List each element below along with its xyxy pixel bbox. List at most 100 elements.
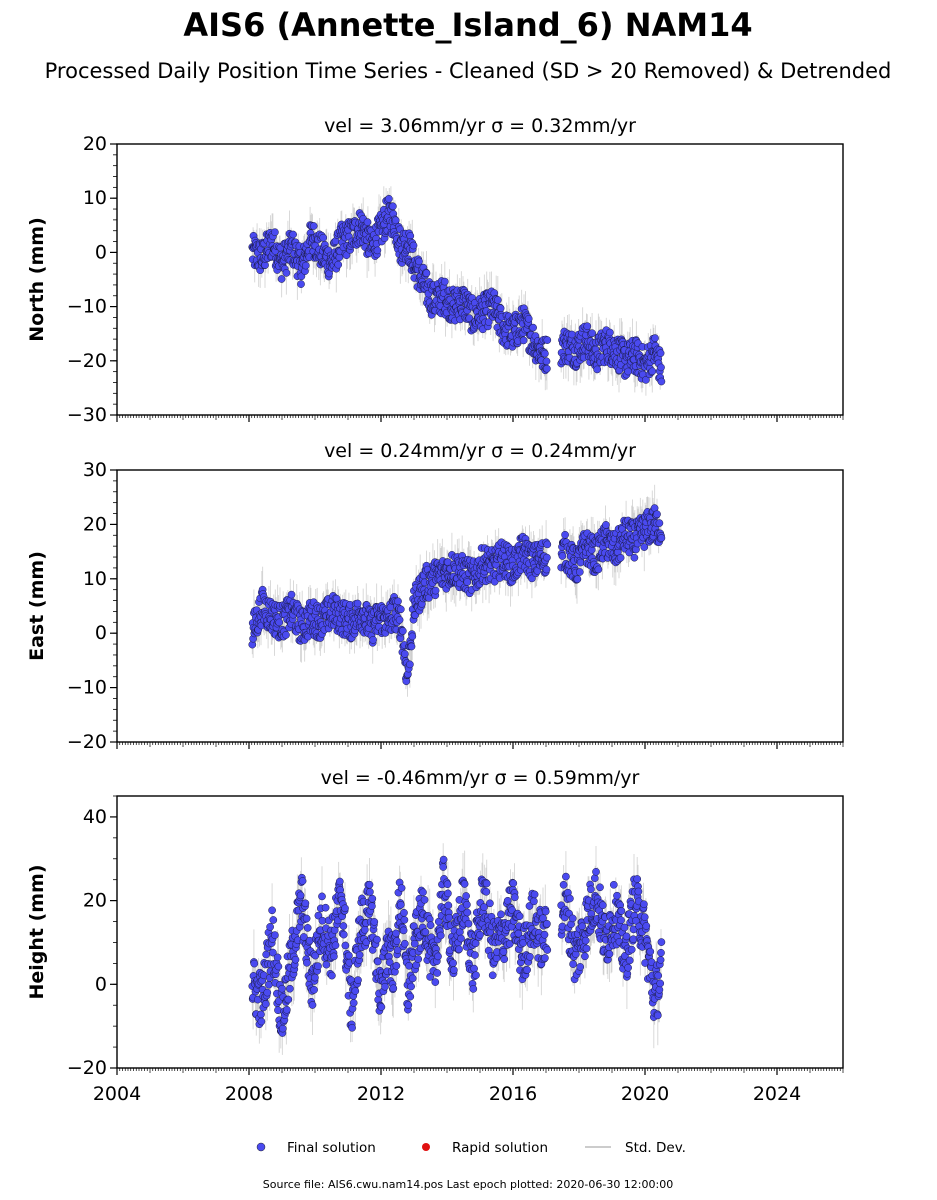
data-point: [399, 926, 408, 935]
data-point: [657, 363, 665, 372]
y-tick-label: 10: [83, 187, 107, 209]
data-point: [278, 984, 286, 993]
data-point: [410, 939, 419, 948]
y-tick-label: −10: [67, 677, 107, 699]
data-point: [541, 954, 549, 962]
data-point: [543, 946, 552, 954]
data-point: [503, 896, 512, 905]
y-axis-label: East (mm): [26, 551, 48, 661]
data-point: [250, 959, 259, 968]
data-point: [363, 218, 372, 226]
y-tick-label: −10: [67, 296, 107, 318]
data-point: [457, 934, 465, 943]
data-point: [576, 963, 585, 971]
y-tick-label: −30: [67, 404, 107, 426]
data-point: [271, 931, 279, 939]
data-point: [581, 936, 590, 945]
y-tick-label: −20: [67, 350, 107, 372]
data-point: [335, 877, 344, 886]
data-point: [583, 322, 592, 331]
data-point: [303, 924, 312, 932]
data-point: [497, 910, 505, 919]
data-point: [462, 892, 470, 900]
data-point: [562, 872, 570, 881]
data-point: [334, 260, 343, 269]
data-point: [396, 605, 405, 614]
data-point: [482, 879, 491, 888]
panel-title: vel = -0.46mm/yr σ = 0.59mm/yr: [321, 767, 640, 789]
data-point: [433, 969, 442, 977]
data-point: [519, 336, 528, 345]
data-point: [525, 902, 534, 910]
data-point: [368, 894, 377, 903]
data-point: [543, 364, 551, 373]
data-point: [656, 349, 665, 358]
data-point: [463, 900, 471, 909]
data-point: [640, 543, 649, 551]
data-point: [426, 973, 434, 981]
data-point: [529, 323, 537, 332]
data-point: [576, 558, 585, 567]
data-point: [561, 530, 569, 539]
data-point: [400, 908, 408, 917]
data-point: [345, 951, 353, 960]
data-point: [282, 631, 290, 639]
data-point: [539, 914, 547, 923]
data-point: [469, 985, 478, 993]
data-point: [431, 586, 440, 595]
panel-title: vel = 0.24mm/yr σ = 0.24mm/yr: [324, 440, 636, 462]
data-point: [651, 334, 659, 342]
data-point: [286, 984, 294, 993]
data-point: [515, 912, 524, 921]
data-point: [470, 964, 478, 973]
data-point: [268, 906, 276, 915]
data-point: [509, 879, 518, 888]
data-point: [261, 1000, 270, 1008]
data-point: [587, 885, 595, 894]
data-point: [471, 951, 479, 959]
data-point: [455, 945, 463, 954]
data-point: [373, 246, 382, 255]
data-point: [406, 660, 414, 669]
data-point: [299, 933, 308, 941]
east-panel: vel = 0.24mm/yr σ = 0.24mm/yr East (mm) −2…: [26, 440, 844, 753]
data-point: [630, 553, 639, 562]
data-point: [606, 328, 614, 337]
data-point: [266, 923, 274, 931]
data-point: [642, 376, 650, 384]
data-point: [543, 919, 551, 928]
data-point: [463, 908, 472, 917]
data-point: [341, 941, 350, 950]
data-point: [443, 880, 452, 889]
data-point: [657, 377, 666, 386]
data-point: [389, 202, 397, 211]
data-point: [366, 888, 374, 896]
y-tick-label: 20: [83, 513, 107, 535]
data-point: [389, 984, 398, 993]
data-point: [528, 574, 536, 583]
data-point: [391, 216, 400, 225]
data-point: [505, 940, 514, 948]
data-point: [500, 955, 509, 964]
data-point: [653, 510, 661, 519]
y-axis-label: North (mm): [26, 217, 48, 342]
height-panel: vel = -0.46mm/yr σ = 0.59mm/yr Height (mm…: [26, 767, 844, 1105]
data-point: [314, 911, 323, 920]
data-point: [308, 1001, 317, 1009]
data-point: [263, 988, 272, 997]
data-point: [426, 921, 435, 930]
data-point: [460, 880, 469, 888]
data-point: [404, 1001, 413, 1009]
data-point: [421, 928, 430, 936]
y-tick-label: 30: [83, 459, 107, 481]
data-point: [488, 971, 497, 980]
data-point: [581, 952, 589, 961]
data-point: [311, 973, 319, 982]
y-tick-label: 0: [95, 622, 107, 644]
data-point: [493, 296, 502, 304]
data-point: [373, 957, 382, 966]
data-point: [309, 222, 318, 230]
data-point: [431, 978, 440, 986]
y-tick-label: 0: [95, 241, 107, 263]
data-point: [439, 863, 448, 871]
